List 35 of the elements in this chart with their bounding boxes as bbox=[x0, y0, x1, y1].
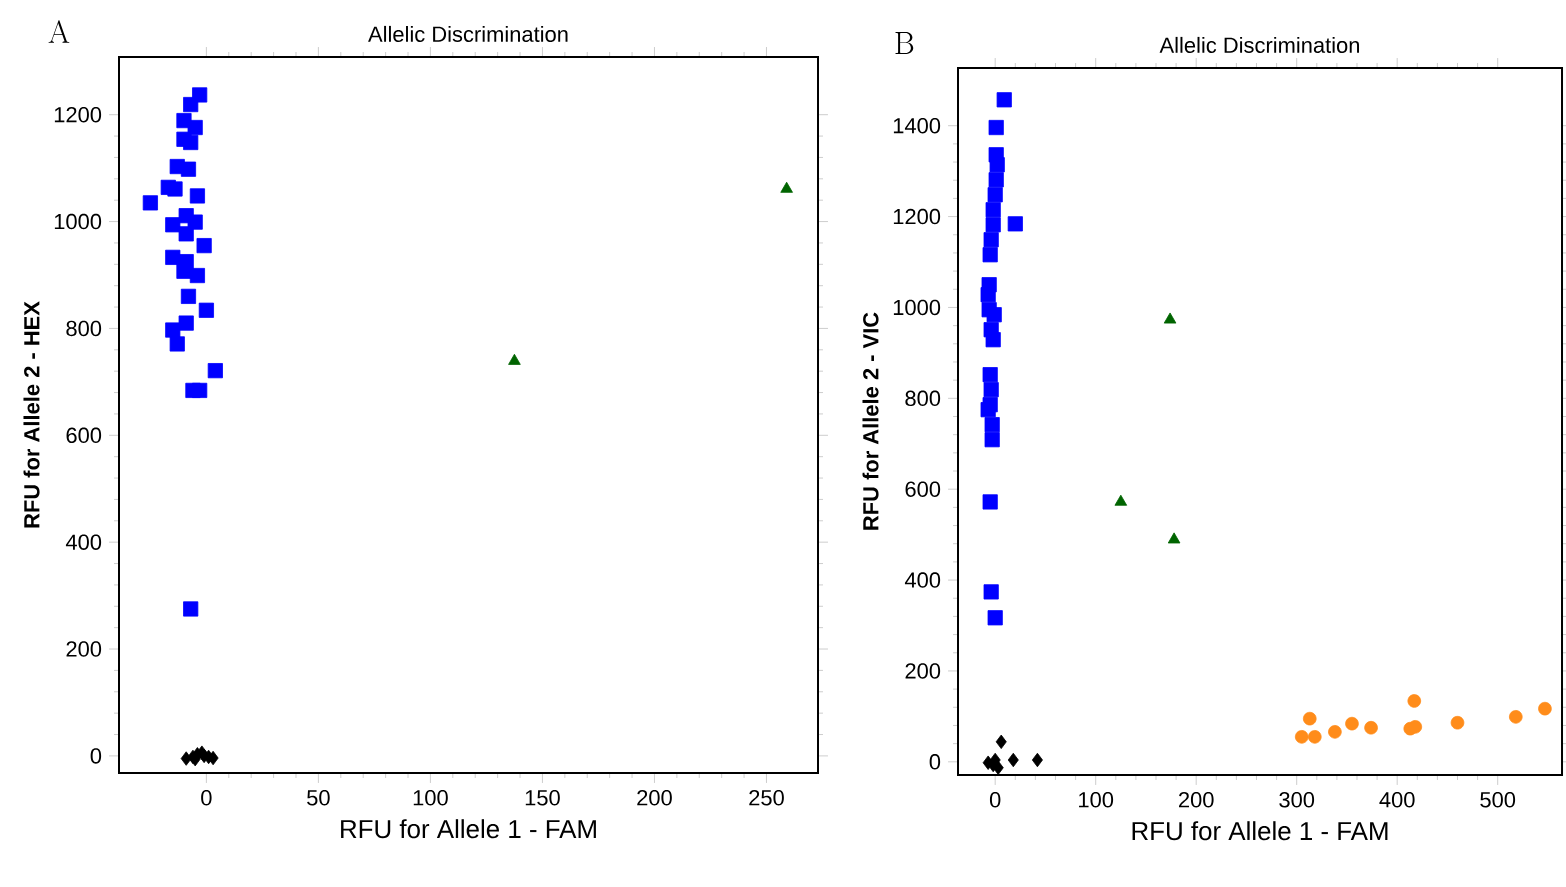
y-tick-label: 0 bbox=[90, 748, 102, 764]
y-axis-title: RFU for Allele 2 - VIC bbox=[862, 312, 879, 530]
y-tick-label: 1000 bbox=[54, 213, 102, 230]
y-tick-label: 200 bbox=[905, 663, 941, 679]
y-axis-title: RFU for Allele 2 - HEX bbox=[23, 301, 40, 528]
y-tick-label: 800 bbox=[66, 320, 102, 337]
x-tick-label: 200 bbox=[637, 790, 672, 806]
y-tick-label: 400 bbox=[65, 534, 102, 550]
x-tick-label: 0 bbox=[201, 790, 212, 806]
x-tick-label: 500 bbox=[1480, 792, 1516, 808]
y-tick-label: 400 bbox=[904, 572, 941, 588]
x-tick-label: 300 bbox=[1279, 792, 1315, 808]
y-tick-label: 600 bbox=[66, 427, 102, 444]
x-tick-label: 200 bbox=[1179, 792, 1214, 808]
y-tick-label: 600 bbox=[905, 481, 941, 497]
x-tick-label: 400 bbox=[1379, 792, 1415, 808]
chart-title: Allelic Discrimination bbox=[368, 25, 568, 42]
y-tick-label: 0 bbox=[929, 754, 941, 770]
text: A bbox=[48, 20, 70, 43]
x-tick-label: 50 bbox=[307, 790, 330, 806]
chart-title: Allelic Discrimination bbox=[1159, 36, 1359, 53]
x-axis-title: RFU for Allele 1 - FAM bbox=[1132, 821, 1388, 841]
x-tick-label: 0 bbox=[989, 792, 1001, 808]
y-tick-label: 1400 bbox=[893, 117, 941, 134]
x-tick-label: 100 bbox=[413, 790, 448, 806]
y-tick-label: 1000 bbox=[893, 299, 941, 316]
x-tick-label: 250 bbox=[749, 790, 784, 806]
x-axis-title: RFU for Allele 1 - FAM bbox=[341, 819, 596, 839]
y-tick-label: 1200 bbox=[54, 106, 102, 123]
y-tick-label: 200 bbox=[66, 641, 102, 657]
y-tick-label: 800 bbox=[905, 390, 941, 407]
text: B bbox=[895, 32, 914, 54]
x-tick-label: 100 bbox=[1079, 792, 1114, 808]
y-tick-label: 1200 bbox=[893, 208, 941, 225]
x-tick-label: 150 bbox=[525, 790, 560, 806]
